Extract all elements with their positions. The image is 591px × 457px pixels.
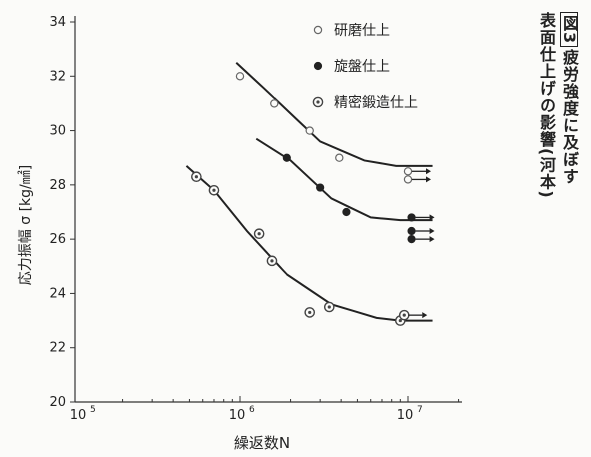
- runout-head: [426, 176, 431, 183]
- runout-head: [422, 312, 428, 319]
- y-tick-label: 30: [49, 124, 66, 139]
- x-tick-exponent: 6: [249, 405, 255, 415]
- legend-item-3: 精密鍛造仕上: [312, 94, 418, 111]
- legend-marker: [313, 61, 323, 71]
- data-point-series-3: [208, 184, 220, 196]
- data-point-series-3-inner: [308, 310, 312, 315]
- curve-series-1: [235, 61, 433, 167]
- legend-label: 精密鍛造仕上: [334, 94, 418, 111]
- y-tick-label: 32: [49, 69, 66, 84]
- caption-title: 図3疲労強度に及ぼす: [560, 12, 579, 186]
- legend-item-2: 旋盤仕上: [313, 59, 390, 75]
- data-point-series-2: [342, 207, 351, 217]
- data-point-series-3-inner: [327, 305, 331, 309]
- data-point-series-3-inner: [398, 318, 402, 323]
- data-point-series-1: [270, 99, 279, 108]
- data-point-series-3-inner: [212, 188, 216, 192]
- legend-marker: [313, 25, 323, 35]
- caption-line-2: 表面仕上げの影響(河本): [537, 12, 556, 199]
- runout-arrow-series-2: [407, 235, 435, 244]
- x-tick-base: 10: [70, 408, 87, 423]
- runout-point: [407, 213, 416, 222]
- data-points: [191, 72, 406, 326]
- legend-marker: [312, 96, 324, 108]
- runout-head: [429, 236, 435, 243]
- y-tick-label: 22: [49, 341, 66, 356]
- y-axis-label: 応力振幅 σ [kg/㎟]: [18, 165, 34, 285]
- data-point-series-3: [323, 301, 335, 313]
- x-axis-label: 繰返数N: [234, 434, 290, 452]
- runout-arrows: [398, 167, 435, 321]
- runout-head: [426, 168, 431, 175]
- x-tick-exponent: 5: [90, 405, 96, 415]
- runout-head: [429, 214, 435, 221]
- data-point-series-3: [253, 228, 265, 240]
- x-tick-base: 10: [229, 408, 246, 423]
- y-tick-label: 34: [49, 15, 66, 30]
- x-tick-exponent: 7: [417, 405, 423, 415]
- data-point-series-1: [235, 72, 245, 81]
- x-tick-label: 10 7: [397, 405, 423, 423]
- x-tick-label: 10 5: [70, 405, 96, 423]
- legend-label: 旋盤仕上: [334, 59, 390, 75]
- runout-head: [429, 228, 435, 234]
- axes: [74, 16, 462, 403]
- runout-point: [398, 309, 410, 321]
- y-tick-label: 24: [49, 286, 66, 301]
- caption-tag: 図3: [560, 12, 579, 48]
- legend-label: 研磨仕上: [334, 23, 390, 39]
- legend-item-1: 研磨仕上: [313, 23, 390, 39]
- curve-series-3: [185, 165, 433, 322]
- data-point-series-3: [304, 307, 316, 318]
- runout-point: [407, 235, 416, 244]
- data-point-series-1: [335, 153, 344, 162]
- y-tick-label: 20: [49, 395, 66, 410]
- figure-caption: 図3疲労強度に及ぼす 表面仕上げの影響(河本): [530, 12, 588, 312]
- data-point-series-3-inner: [270, 259, 274, 263]
- runout-arrow-series-1: [403, 167, 431, 176]
- data-point-series-3: [191, 171, 202, 183]
- runout-point: [403, 167, 413, 176]
- y-tick-label: 26: [49, 232, 66, 247]
- y-tick-label: 28: [49, 178, 66, 193]
- x-tick-label: 10 6: [229, 405, 255, 423]
- data-point-series-3-inner: [194, 175, 198, 179]
- data-point-series-1: [305, 126, 314, 135]
- runout-arrow-series-3: [398, 309, 428, 321]
- data-point-series-2: [282, 153, 291, 162]
- runout-arrow-series-1: [403, 175, 431, 184]
- x-tick-base: 10: [397, 408, 414, 423]
- caption-line-1: 疲労強度に及ぼす: [560, 49, 579, 186]
- data-point-series-3-inner: [257, 232, 261, 236]
- runout-point-inner: [402, 313, 406, 317]
- legend-marker-inner: [316, 100, 320, 104]
- data-point-series-3: [266, 255, 278, 267]
- runout-arrow-series-2: [407, 226, 435, 236]
- data-point-series-2: [316, 183, 325, 192]
- runout-arrow-series-2: [407, 213, 435, 222]
- runout-point: [407, 226, 416, 236]
- runout-point: [403, 175, 413, 184]
